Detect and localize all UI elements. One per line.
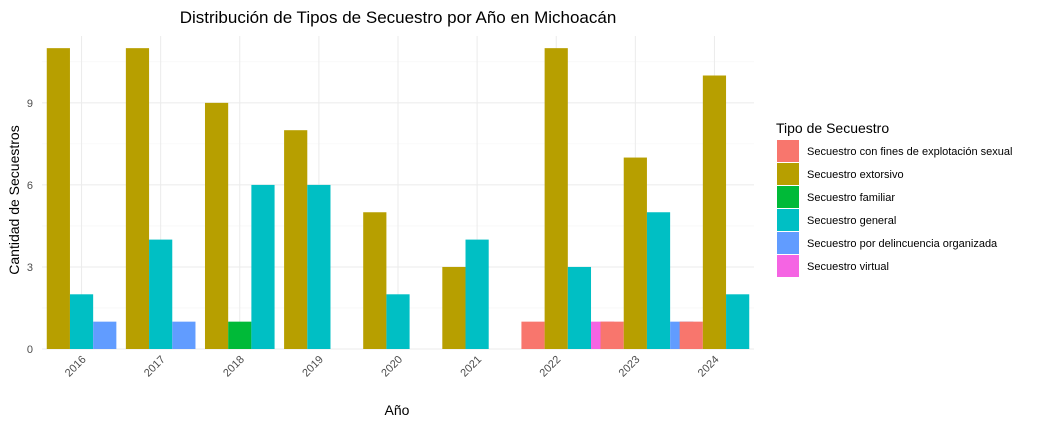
- bar: [567, 266, 592, 349]
- bar: [149, 239, 173, 349]
- y-tick-label: 3: [27, 262, 33, 274]
- chart-title: Distribución de Tipos de Secuestro por A…: [180, 8, 617, 27]
- bar: [600, 321, 624, 349]
- legend-label: Secuestro virtual: [807, 261, 889, 273]
- legend-swatch: [777, 163, 799, 185]
- bar: [251, 184, 275, 349]
- bar: [521, 321, 545, 349]
- legend-title: Tipo de Secuestro: [776, 120, 889, 136]
- legend: Tipo de Secuestro Secuestro con fines de…: [776, 120, 1012, 277]
- x-tick-label: 2021: [458, 354, 484, 380]
- bar: [646, 212, 671, 349]
- bar: [623, 157, 647, 349]
- legend-swatch: [777, 186, 799, 208]
- bar: [363, 212, 387, 349]
- bar: [307, 184, 331, 349]
- y-axis-title: Cantidad de Secuestros: [6, 125, 22, 274]
- bars: [46, 48, 750, 350]
- bar: [386, 294, 410, 349]
- y-tick-label: 9: [27, 98, 33, 110]
- legend-label: Secuestro extorsivo: [807, 169, 904, 181]
- bar: [204, 102, 229, 349]
- bar: [69, 294, 94, 349]
- bar: [465, 239, 489, 349]
- legend-swatch: [777, 255, 799, 277]
- legend-swatch: [777, 209, 799, 231]
- x-tick-label: 2016: [63, 354, 89, 380]
- bar: [544, 48, 568, 350]
- x-axis-ticks: 2016 2017 2018 2019 2020 2021 2022 2023 2024: [63, 354, 722, 380]
- bar: [679, 321, 703, 349]
- x-axis-title: Año: [385, 402, 410, 418]
- legend-label: Secuestro familiar: [807, 192, 895, 204]
- bar: [172, 321, 196, 349]
- bar: [125, 48, 150, 350]
- legend-swatch: [777, 140, 799, 162]
- legend-swatch: [777, 232, 799, 254]
- x-tick-label: 2020: [379, 354, 405, 380]
- bar: [442, 266, 466, 349]
- y-axis-ticks: 0 3 6 9: [27, 98, 33, 356]
- x-tick-label: 2018: [221, 354, 247, 380]
- bar: [93, 321, 117, 349]
- bar: [702, 75, 727, 349]
- legend-label: Secuestro general: [807, 215, 896, 227]
- x-tick-label: 2022: [538, 354, 564, 380]
- bar: [284, 130, 308, 349]
- x-tick-label: 2017: [142, 354, 168, 380]
- x-tick-label: 2024: [696, 354, 722, 380]
- legend-label: Secuestro por delincuencia organizada: [807, 238, 998, 250]
- bar: [46, 48, 70, 350]
- x-tick-label: 2019: [300, 354, 326, 380]
- bar: [228, 321, 252, 349]
- y-tick-label: 6: [27, 180, 33, 192]
- legend-label: Secuestro con fines de explotación sexua…: [807, 146, 1012, 158]
- bar: [726, 294, 750, 349]
- y-tick-label: 0: [27, 344, 33, 356]
- x-tick-label: 2023: [617, 354, 643, 380]
